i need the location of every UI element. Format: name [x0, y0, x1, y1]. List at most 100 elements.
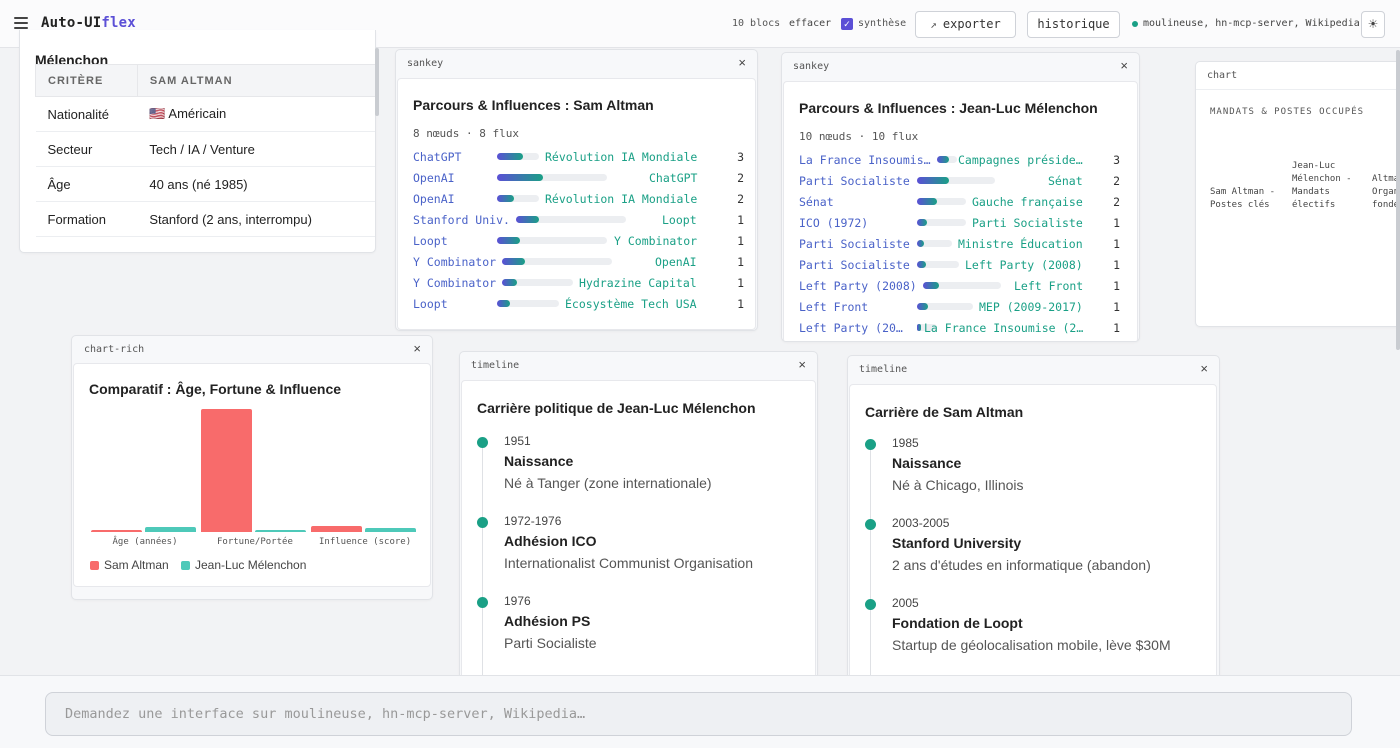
synthese-checkbox[interactable]: ✓ [841, 18, 853, 30]
table-cell: Âge [35, 166, 138, 202]
flow-source[interactable]: Parti Socialiste [799, 258, 910, 272]
flow-source[interactable]: OpenAI [413, 192, 455, 206]
flow-source[interactable]: Parti Socialiste [799, 174, 910, 188]
flow-target[interactable]: Révolution IA Mondiale [545, 150, 698, 164]
export-button[interactable]: ↗ exporter [915, 11, 1016, 38]
flow-source[interactable]: ICO (1972) [799, 216, 869, 230]
chart-bar[interactable] [145, 527, 196, 532]
flow-target[interactable]: Écosystème Tech USA [565, 297, 697, 311]
flow-target[interactable]: Y Combinator [614, 234, 698, 248]
timeline-dot [865, 599, 876, 610]
timeline-item[interactable]: 2005 Fondation de Loopt Startup de géoloca… [865, 596, 1185, 666]
sankey-altman-panel: sankey × Parcours & Influences : Sam Alt… [395, 49, 758, 331]
flow-target[interactable]: Sénat [1048, 174, 1083, 188]
chart-rich-body: Comparatif : Âge, Fortune & Influence Âg… [73, 363, 431, 587]
flow-bar-fill [917, 324, 921, 331]
flow-bar [502, 279, 573, 286]
timeline-year: 1972-1976 [504, 514, 562, 528]
timeline-melenchon-panel: timeline × Carrière politique de Jean-Lu… [459, 351, 818, 681]
column-header[interactable]: CRITÈRE [35, 64, 138, 97]
flow-source[interactable]: Sénat [799, 195, 834, 209]
timeline-item[interactable]: 2003-2005 Stanford University 2 ans d'étud… [865, 516, 1185, 586]
comparison-table-panel: Mélenchon CRITÈRE SAM ALTMAN Nationalité… [19, 30, 376, 253]
legend-item[interactable]: Sam Altman [90, 558, 169, 572]
timeline-item[interactable]: 1976 Adhésion PS Parti Socialiste [477, 594, 797, 664]
timeline-dot [477, 437, 488, 448]
legend-item[interactable]: Jean-Luc Mélenchon [181, 558, 306, 572]
flow-target[interactable]: Parti Socialiste [972, 216, 1083, 230]
sankey-flow-row: Left Party (20… La France Insoumise (2… 1 [799, 319, 1120, 337]
chart-bar[interactable] [255, 530, 306, 532]
flow-source[interactable]: Left Front [799, 300, 869, 314]
flow-source[interactable]: Loopt [413, 297, 448, 311]
flow-bar-fill [917, 198, 937, 205]
chart-bar[interactable] [201, 409, 252, 532]
history-button[interactable]: historique [1027, 11, 1120, 38]
chart-bar[interactable] [311, 526, 362, 532]
column-header[interactable]: SAM ALTMAN [136, 64, 375, 97]
timeline-item[interactable]: 1985 Naissance Né à Chicago, Illinois [865, 436, 1185, 506]
table-cell: 🇺🇸 Américain [137, 96, 375, 132]
flow-target[interactable]: OpenAI [655, 255, 697, 269]
flow-source[interactable]: Left Party (2008) [799, 279, 917, 293]
flow-count: 1 [1113, 237, 1120, 251]
close-icon[interactable]: × [798, 357, 806, 372]
close-icon[interactable]: × [738, 55, 746, 70]
flow-bar [917, 177, 995, 184]
flow-source[interactable]: La France Insoumis… [799, 153, 931, 167]
flow-bar-fill [917, 303, 928, 310]
sankey-flow-row: Y Combinator OpenAI 1 [413, 253, 744, 271]
timeline-title: Adhésion PS [504, 613, 591, 629]
menu-icon[interactable] [14, 17, 28, 29]
prompt-input[interactable]: Demandez une interface sur moulineuse, h… [45, 692, 1352, 736]
flow-bar [502, 258, 612, 265]
flow-target[interactable]: MEP (2009-2017) [979, 300, 1083, 314]
sankey-flow-row: Parti Socialiste Sénat 2 [799, 172, 1120, 190]
flow-count: 2 [1113, 195, 1120, 209]
block-count: 10 blocs [732, 18, 781, 29]
chart-bar[interactable] [91, 530, 142, 532]
chart-title: MANDATS & POSTES OCCUPÉS [1210, 107, 1365, 117]
sankey-melenchon-body: Parcours & Influences : Jean-Luc Mélench… [783, 81, 1138, 341]
flow-target[interactable]: Campagnes préside… [958, 153, 1083, 167]
flow-target[interactable]: La France Insoumise (2… [924, 321, 1084, 335]
timeline-year: 2005 [892, 596, 919, 610]
table-cell: Tech / IA / Venture [137, 131, 375, 167]
timeline-item[interactable]: 1972-1976 Adhésion ICO Internationalist Co… [477, 514, 797, 584]
flow-target[interactable]: Ministre Éducation [958, 237, 1083, 251]
flow-target[interactable]: Révolution IA Mondiale [545, 192, 698, 206]
flow-source[interactable]: Y Combinator [413, 276, 497, 290]
table-row: Secteur Tech / IA / Venture [35, 131, 375, 167]
flow-target[interactable]: Gauche française [972, 195, 1083, 209]
flow-source[interactable]: ChatGPT [413, 150, 462, 164]
flow-source[interactable]: Stanford Univ. [413, 213, 510, 227]
panel-type-label: timeline [859, 364, 908, 375]
flow-target[interactable]: Loopt [662, 213, 697, 227]
chart-bar[interactable] [365, 528, 416, 532]
table-cell: Stanford (2 ans, interrompu) [137, 201, 375, 237]
clear-button[interactable]: effacer [789, 18, 832, 29]
close-icon[interactable]: × [413, 341, 421, 356]
flow-source[interactable]: Y Combinator [413, 255, 497, 269]
flow-source[interactable]: Left Party (20… [799, 321, 903, 335]
timeline-item[interactable]: 1951 Naissance Né à Tanger (zone internati… [477, 434, 797, 504]
close-icon[interactable]: × [1120, 58, 1128, 73]
chart-column-label: Jean-Luc Mélenchon - Mandats électifs [1292, 161, 1352, 210]
close-icon[interactable]: × [1200, 361, 1208, 376]
timeline-title: Naissance [504, 453, 574, 469]
timeline-melenchon-body: Carrière politique de Jean-Luc Mélenchon… [461, 380, 816, 680]
flow-source[interactable]: Loopt [413, 234, 448, 248]
flow-target[interactable]: Hydrazine Capital [579, 276, 697, 290]
flow-target[interactable]: ChatGPT [649, 171, 698, 185]
theme-toggle-icon[interactable]: ☀ [1361, 11, 1385, 38]
sankey-meta: 8 nœuds · 8 flux [413, 127, 519, 140]
table-scrollbar[interactable] [375, 48, 379, 116]
flow-bar-fill [497, 300, 510, 307]
flow-source[interactable]: OpenAI [413, 171, 455, 185]
page-scrollbar[interactable] [1396, 50, 1400, 350]
flow-target[interactable]: Left Party (2008) [965, 258, 1083, 272]
flow-source[interactable]: Parti Socialiste [799, 237, 910, 251]
flow-target[interactable]: Left Front [1014, 279, 1084, 293]
timeline-dot [865, 519, 876, 530]
flow-count: 1 [737, 276, 744, 290]
